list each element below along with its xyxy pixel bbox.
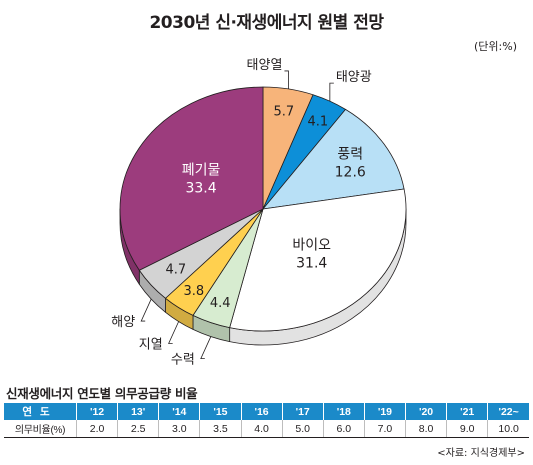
pie-slices [119,86,407,332]
table-header-cell: '14 [158,403,200,420]
table-value-cell: 3.5 [199,420,241,438]
slice-name-수력: 수력 [171,353,195,368]
slice-value-지열: 3.8 [183,284,204,299]
table-header-cell: '15 [199,403,241,420]
table-value-cell: 8.0 [404,420,447,438]
slice-value-풍력: 12.6 [335,164,366,180]
table-value-row: 의무비율(%) 2.0 2.5 3.0 3.5 4.0 5.0 6.0 7.0 8.0 9.0 10.… [4,420,529,438]
table-header-cell: '18 [322,403,365,420]
table-value-cell: 9.0 [446,420,488,438]
slice-name-풍력: 풍력 [337,146,363,162]
slice-name-바이오: 바이오 [292,238,331,254]
table-value-cell: 5.0 [281,420,324,438]
unit-label: (단위:%) [474,40,517,53]
table-value-cell: 3.0 [158,420,200,438]
table-value-cell: 2.0 [75,420,118,438]
slice-value-폐기물: 33.4 [185,181,216,197]
table-header-cell: '17 [281,403,324,420]
slice-value-수력: 4.4 [210,296,231,311]
table-value-cell: 10.0 [487,420,529,438]
leader-line-수력 [200,336,212,359]
table-header-cell: '19 [363,403,406,420]
table-header-label: 연도 [4,403,77,420]
pie-slice-폐기물 [119,86,264,271]
slice-name-해양: 해양 [111,315,135,330]
table-title: 신재생에너지 연도별 의무공급량 비율 [6,386,198,401]
slice-name-폐기물: 폐기물 [182,163,221,179]
table-value-cell: 4.0 [240,420,283,438]
leader-line-태양광 [329,82,334,102]
obligation-table: 연도 '12 13' '14'15'16'17'18'19'20'21'22~ 의무비… [4,403,529,438]
table-row-label: 의무비율(%) [4,420,77,438]
slice-value-태양열: 5.7 [274,105,295,120]
table-header-cell: '12 [75,403,118,420]
table-header-cell: '20 [404,403,447,420]
slice-name-태양광: 태양광 [336,70,372,85]
table-value-cell: 6.0 [322,420,365,438]
chart-title: 2030년 신·재생에너지 원별 전망 [149,13,384,33]
leader-line-태양열 [284,70,289,89]
pie-slice-바이오 [229,188,407,332]
slice-value-바이오: 31.4 [296,256,327,272]
table-value-cell: 2.5 [117,420,159,438]
slice-name-지열: 지열 [139,338,163,353]
source-note: <자료: 지식경제부> [437,448,525,459]
leader-line-지열 [168,321,180,344]
table-header-cell: 13' [117,403,159,420]
pie-slice-풍력 [262,108,405,210]
slice-name-태양열: 태양열 [247,58,283,73]
leader-line-해양 [140,298,152,322]
slice-value-태양광: 4.1 [307,115,328,130]
table-header-cell: '16 [240,403,283,420]
table-header-cell: '22~ [487,403,529,420]
table-header-cell: '21 [446,403,488,420]
slice-value-해양: 4.7 [165,262,186,277]
table-header-row: 연도 '12 13' '14'15'16'17'18'19'20'21'22~ [4,403,529,420]
table-value-cell: 7.0 [363,420,406,438]
